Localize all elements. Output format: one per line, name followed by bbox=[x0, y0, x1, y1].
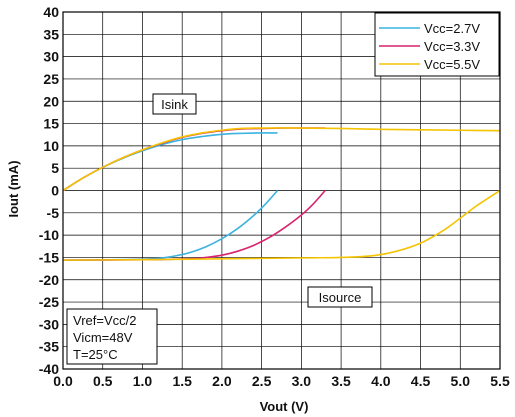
x-tick-label: 2.5 bbox=[252, 373, 272, 389]
isink-annotation: Isink bbox=[152, 93, 197, 115]
isource-label-box bbox=[307, 286, 373, 308]
y-tick-label: -20 bbox=[39, 272, 59, 288]
x-tick-label: 0.5 bbox=[93, 373, 113, 389]
y-tick-label: -35 bbox=[39, 339, 59, 355]
y-tick-label: 40 bbox=[43, 4, 59, 20]
y-tick-label: 35 bbox=[43, 26, 59, 42]
legend-label-vcc-2-7: Vcc=2.7V bbox=[424, 21, 480, 36]
y-tick-label: -25 bbox=[39, 294, 59, 310]
y-tick-label: 20 bbox=[43, 93, 59, 109]
series-line-source-vcc-2-7v bbox=[62, 189, 279, 261]
legend-label-vcc-3-3: Vcc=3.3V bbox=[424, 39, 480, 54]
legend-box bbox=[374, 12, 500, 77]
x-tick-label: 3.5 bbox=[331, 373, 351, 389]
y-tick-label: 10 bbox=[43, 138, 59, 154]
y-tick-label: -15 bbox=[39, 249, 59, 265]
y-tick-label: 25 bbox=[43, 71, 59, 87]
x-tick-labels: 0.0 0.5 1.0 1.5 2.0 2.5 3.0 3.5 4.0 4.5 5.0 5.5 bbox=[53, 373, 510, 389]
isink-label: Isink bbox=[161, 97, 188, 112]
condition-vref: Vref=Vcc/2 bbox=[73, 313, 136, 328]
series-line-source-vcc-5-5v bbox=[62, 189, 501, 261]
conditions-box bbox=[66, 308, 158, 365]
x-tick-label: 4.0 bbox=[371, 373, 391, 389]
series-line-source-vcc-3-3v bbox=[62, 189, 326, 261]
y-tick-label: 0 bbox=[51, 183, 59, 199]
condition-temperature: T=25°C bbox=[73, 347, 118, 362]
x-tick-label: 0.0 bbox=[53, 373, 73, 389]
x-axis-title: Vout (V) bbox=[260, 399, 309, 414]
y-tick-label: -10 bbox=[39, 227, 59, 243]
y-tick-label: -40 bbox=[39, 361, 59, 377]
isink-label-box bbox=[152, 93, 197, 115]
series-line-sink-vcc-5-5v bbox=[62, 127, 501, 192]
series-lines bbox=[62, 127, 501, 261]
isource-annotation: Isource bbox=[307, 286, 373, 308]
x-tick-label: 1.0 bbox=[133, 373, 153, 389]
plot-frame bbox=[62, 11, 501, 370]
x-tick-label: 2.0 bbox=[212, 373, 232, 389]
y-tick-label: 5 bbox=[51, 160, 59, 176]
y-tick-label: 30 bbox=[43, 49, 59, 65]
conditions-annotation: Vref=Vcc/2 Vicm=48V T=25°C bbox=[66, 308, 158, 365]
x-tick-label: 1.5 bbox=[172, 373, 192, 389]
condition-vicm: Vicm=48V bbox=[73, 330, 133, 345]
legend-label-vcc-5-5: Vcc=5.5V bbox=[424, 57, 480, 72]
y-axis-title: Iout (mA) bbox=[6, 160, 21, 217]
y-tick-label: 15 bbox=[43, 116, 59, 132]
x-tick-label: 5.5 bbox=[490, 373, 510, 389]
x-tick-label: 5.0 bbox=[451, 373, 471, 389]
y-tick-label: -5 bbox=[47, 205, 60, 221]
x-tick-label: 4.5 bbox=[411, 373, 431, 389]
legend: Vcc=2.7V Vcc=3.3V Vcc=5.5V bbox=[374, 12, 500, 77]
y-tick-label: -30 bbox=[39, 316, 59, 332]
x-tick-label: 3.0 bbox=[292, 373, 312, 389]
y-tick-labels: 40 35 30 25 20 15 10 5 0 -5 -10 -15 -20 -25 -30 -35 -40 bbox=[39, 4, 59, 377]
isource-label: Isource bbox=[319, 290, 362, 305]
